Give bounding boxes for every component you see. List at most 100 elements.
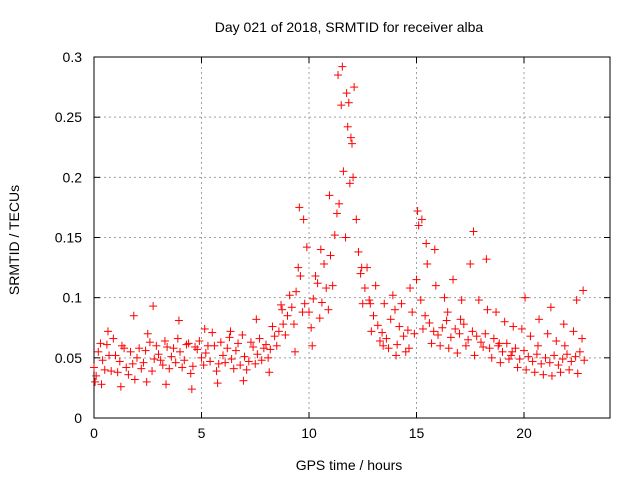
- data-point: [187, 385, 196, 394]
- data-point: [97, 380, 106, 389]
- data-point: [279, 320, 288, 329]
- data-point: [320, 259, 329, 268]
- data-point: [285, 291, 294, 300]
- data-point: [98, 356, 107, 365]
- data-point: [556, 368, 565, 377]
- data-point: [386, 315, 395, 324]
- data-point: [384, 344, 393, 353]
- data-point: [469, 227, 478, 236]
- data-point: [399, 332, 408, 341]
- data-point: [530, 368, 539, 377]
- data-point: [502, 339, 511, 348]
- data-point: [156, 356, 165, 365]
- data-point: [365, 296, 374, 305]
- data-point: [436, 341, 445, 350]
- data-point: [348, 139, 356, 148]
- data-point: [154, 350, 163, 359]
- data-point: [307, 323, 316, 332]
- data-point: [515, 355, 524, 364]
- data-point: [238, 330, 247, 339]
- data-point: [128, 359, 137, 368]
- data-point: [422, 239, 431, 248]
- data-point: [413, 207, 422, 216]
- data-point: [332, 209, 341, 218]
- data-point: [324, 305, 333, 314]
- data-point: [457, 296, 466, 305]
- data-point: [343, 122, 352, 131]
- y-tick-label: 0.25: [55, 109, 82, 125]
- data-point: [496, 358, 505, 367]
- data-point: [294, 263, 303, 272]
- data-point: [281, 330, 290, 339]
- y-axis-label: SRMTID / TECUs: [6, 185, 22, 295]
- data-point: [171, 358, 180, 367]
- data-point: [378, 328, 387, 337]
- data-point: [173, 334, 182, 343]
- data-point: [338, 62, 347, 71]
- data-point: [141, 346, 150, 355]
- data-point: [182, 340, 191, 349]
- data-point: [160, 336, 169, 345]
- data-point: [102, 340, 111, 349]
- data-point: [472, 332, 481, 341]
- data-point: [191, 343, 200, 352]
- data-point: [184, 339, 193, 348]
- data-point: [554, 361, 563, 370]
- x-tick-label: 0: [90, 425, 98, 441]
- data-point: [328, 281, 337, 290]
- data-point: [408, 308, 417, 317]
- data-point: [129, 311, 138, 320]
- data-point: [395, 322, 404, 331]
- data-point: [339, 167, 348, 176]
- data-point: [427, 339, 436, 348]
- data-point: [344, 98, 353, 107]
- chart-title: Day 021 of 2018, SRMTID for receiver alb…: [215, 19, 484, 35]
- data-points: [90, 62, 589, 394]
- data-point: [130, 375, 139, 384]
- data-point: [107, 367, 116, 376]
- data-point: [565, 365, 574, 374]
- data-point: [547, 371, 556, 380]
- data-point: [186, 369, 195, 378]
- data-point: [180, 356, 189, 365]
- data-point: [455, 329, 464, 338]
- data-point: [214, 359, 223, 368]
- data-point: [579, 286, 588, 295]
- data-point: [482, 255, 491, 264]
- data-point: [296, 272, 305, 281]
- data-point: [550, 351, 559, 360]
- data-point: [311, 272, 320, 281]
- data-point: [226, 327, 235, 336]
- data-point: [167, 352, 176, 361]
- data-point: [252, 315, 261, 324]
- data-point: [524, 352, 533, 361]
- data-point: [430, 245, 439, 254]
- data-point: [354, 247, 363, 256]
- data-point: [521, 293, 530, 302]
- data-point: [464, 335, 473, 344]
- data-point: [371, 281, 380, 290]
- data-point: [443, 308, 452, 317]
- data-point: [257, 356, 266, 365]
- data-point: [150, 355, 159, 364]
- data-point: [393, 340, 402, 349]
- data-point: [117, 341, 126, 350]
- data-point: [255, 334, 264, 343]
- data-point: [509, 322, 518, 331]
- data-point: [265, 368, 274, 377]
- data-point: [474, 296, 483, 305]
- data-point: [176, 347, 184, 356]
- y-tick-label: 0: [74, 410, 82, 426]
- data-point: [270, 332, 279, 341]
- data-point: [253, 350, 262, 359]
- y-tick-label: 0.3: [63, 49, 83, 65]
- data-point: [335, 199, 344, 208]
- data-point: [421, 311, 430, 320]
- data-point: [350, 83, 359, 92]
- data-point: [449, 275, 458, 284]
- data-point: [334, 71, 343, 80]
- data-point: [552, 336, 561, 345]
- data-point: [341, 233, 350, 242]
- data-point: [459, 320, 468, 329]
- data-point: [511, 344, 520, 353]
